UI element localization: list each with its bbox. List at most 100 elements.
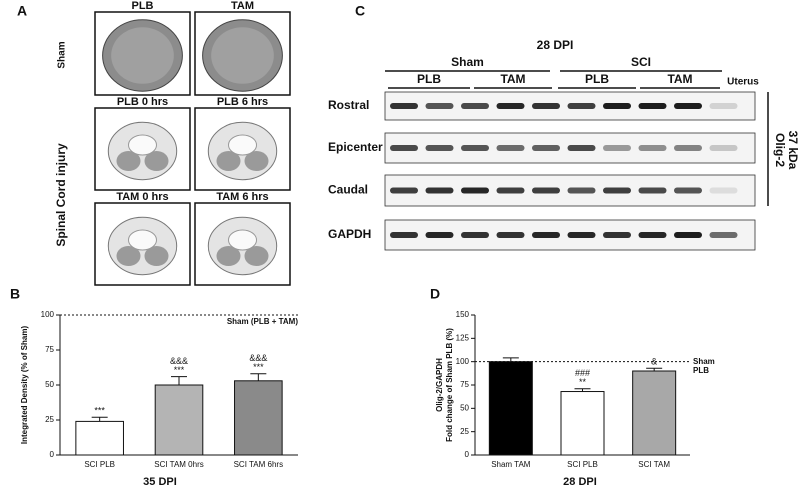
blot-title: 28 DPI — [537, 38, 574, 52]
tissue-gray — [116, 246, 141, 266]
x-tick-label: SCI TAM 6hrs — [234, 460, 284, 469]
blot-band — [674, 103, 702, 109]
blot-band — [425, 145, 454, 151]
y-tick-label: 75 — [45, 345, 54, 354]
x-tick-label: SCI PLB — [567, 460, 598, 469]
tissue-gray — [244, 246, 269, 266]
lesion — [128, 229, 157, 251]
significance-label: ** — [579, 377, 587, 387]
tissue-texture — [111, 27, 174, 84]
blot-band — [390, 103, 418, 109]
image-title: PLB 0 hrs — [117, 96, 168, 108]
significance-label: & — [651, 357, 657, 367]
y-tick-label: 75 — [460, 380, 469, 389]
x-axis-label: 28 DPI — [563, 476, 597, 488]
image-title: PLB — [132, 0, 154, 12]
bar — [154, 384, 204, 456]
blot-band — [567, 103, 596, 109]
blot-band — [567, 145, 596, 151]
subgroup-label: PLB — [417, 72, 441, 86]
significance-label: &&& — [170, 356, 188, 366]
blot-band — [425, 232, 454, 238]
error-bar — [91, 416, 108, 422]
tissue-gray — [116, 151, 141, 171]
lesion — [128, 134, 157, 156]
lesion — [228, 229, 257, 251]
image-title: PLB 6 hrs — [217, 96, 268, 108]
blot-band — [638, 187, 667, 194]
panel-label: C — [355, 3, 365, 19]
blot-band — [638, 103, 667, 109]
blot-band — [496, 145, 525, 151]
y-tick-label: 50 — [45, 380, 54, 389]
blot-row-label: Epicenter — [328, 140, 383, 154]
y-tick-label: 100 — [456, 357, 470, 366]
reference-label: Sham — [693, 357, 715, 366]
significance-label: ### — [575, 368, 590, 378]
bar — [488, 361, 533, 456]
blot-band — [390, 232, 418, 238]
y-tick-label: 25 — [460, 427, 469, 436]
blot-band — [496, 103, 525, 109]
blot-band — [709, 103, 738, 109]
significance-label: *** — [174, 365, 185, 375]
blot-band — [567, 232, 596, 238]
y-tick-label: 100 — [41, 310, 55, 319]
panel-label: A — [17, 3, 27, 19]
lane-label: Uterus — [727, 77, 759, 88]
y-axis-label: Fold change of Sham PLB (%) — [445, 328, 454, 442]
blot-band — [390, 187, 418, 194]
panel-label: D — [430, 286, 440, 302]
x-tick-label: SCI TAM — [638, 460, 670, 469]
x-tick-label: Sham TAM — [491, 460, 531, 469]
y-tick-label: 25 — [45, 415, 54, 424]
blot-band — [496, 232, 525, 238]
tissue-gray — [216, 246, 241, 266]
row-label: Spinal Cord injury — [54, 143, 68, 247]
bar — [234, 380, 283, 456]
group-label: SCI — [631, 55, 651, 69]
blot-band — [425, 103, 454, 109]
blot-band — [461, 145, 489, 151]
y-tick-label: 50 — [460, 403, 469, 412]
blot-band — [638, 232, 667, 238]
x-axis-label: 35 DPI — [143, 476, 177, 488]
y-tick-label: 125 — [456, 333, 470, 342]
significance-label: *** — [94, 406, 105, 416]
error-bar — [502, 357, 519, 362]
blot-row-label: Caudal — [328, 183, 368, 197]
blot-band — [461, 187, 489, 194]
y-tick-label: 150 — [456, 310, 470, 319]
blot-band — [532, 145, 560, 151]
group-label: Sham — [451, 55, 484, 69]
blot-row-label: GAPDH — [328, 227, 371, 241]
image-title: TAM — [231, 0, 254, 12]
tissue-texture — [211, 27, 274, 84]
y-tick-label: 0 — [465, 450, 470, 459]
blot-band — [603, 103, 631, 109]
blot-band — [425, 187, 454, 194]
blot-band — [603, 145, 631, 151]
blot-band — [674, 187, 702, 194]
blot-band — [603, 232, 631, 238]
significance-label: *** — [253, 362, 264, 372]
blot-band — [674, 232, 702, 238]
significance-label: &&& — [249, 353, 267, 363]
blot-band — [603, 187, 631, 194]
y-axis-label: Olig-2/GAPDH — [435, 358, 444, 412]
reference-label: Sham (PLB + TAM) — [227, 317, 299, 326]
reference-label: PLB — [693, 366, 709, 375]
blot-band — [709, 187, 738, 194]
error-bar — [574, 388, 591, 392]
blot-band — [709, 232, 738, 238]
blot-band — [496, 187, 525, 194]
panel-label: B — [10, 286, 20, 302]
blot-band — [532, 103, 560, 109]
bar — [75, 420, 124, 456]
side-label: Olig-2 — [773, 133, 787, 167]
tissue-gray — [144, 151, 169, 171]
blot-band — [638, 145, 667, 151]
blot-band — [532, 187, 560, 194]
blot-band — [461, 232, 489, 238]
